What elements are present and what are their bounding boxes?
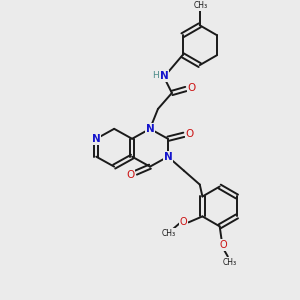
Text: H: H: [153, 70, 159, 80]
Text: CH₃: CH₃: [194, 1, 208, 10]
Text: O: O: [180, 218, 187, 227]
Text: CH₃: CH₃: [223, 258, 237, 267]
Text: N: N: [146, 124, 154, 134]
Text: N: N: [92, 134, 100, 144]
Text: N: N: [160, 71, 168, 81]
Text: N: N: [164, 152, 172, 162]
Text: O: O: [126, 169, 134, 180]
Text: O: O: [220, 240, 227, 250]
Text: O: O: [188, 83, 196, 93]
Text: O: O: [186, 129, 194, 139]
Text: CH₃: CH₃: [161, 229, 176, 238]
